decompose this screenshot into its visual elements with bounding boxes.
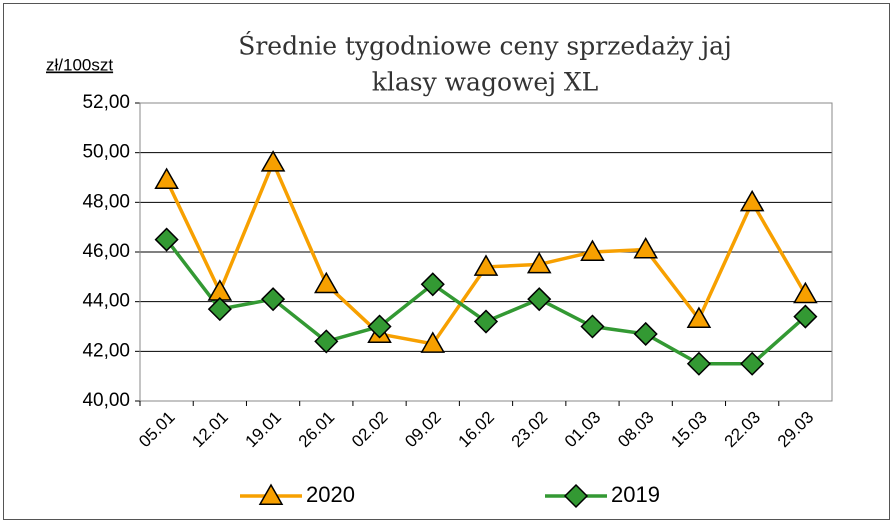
- y-axis-label: zł/100szt: [46, 55, 113, 74]
- marker: [260, 150, 286, 172]
- legend-label: 2019: [611, 482, 660, 507]
- y-tick-label: 44,00: [82, 291, 130, 312]
- marker: [154, 167, 179, 189]
- frame: [3, 3, 890, 520]
- marker: [420, 331, 446, 353]
- y-tick-label: 42,00: [82, 340, 130, 361]
- marker: [739, 189, 765, 212]
- marker: [580, 239, 605, 261]
- y-tick-label: 48,00: [82, 191, 130, 212]
- marker: [314, 271, 339, 294]
- plot-area: [139, 102, 833, 402]
- marker: [686, 351, 711, 376]
- marker: [633, 237, 658, 259]
- legend-marker: [563, 483, 589, 509]
- legend-marker: [258, 483, 284, 505]
- marker: [580, 314, 605, 339]
- marker: [740, 351, 765, 376]
- marker: [367, 314, 392, 339]
- chart-title: klasy wagowej XL: [372, 68, 599, 97]
- marker: [207, 297, 232, 322]
- marker: [686, 306, 712, 329]
- y-tick-label: 46,00: [82, 241, 130, 262]
- legend-label: 2020: [306, 482, 355, 507]
- marker: [261, 287, 286, 312]
- marker: [314, 329, 339, 354]
- marker: [527, 287, 552, 312]
- marker: [473, 309, 499, 334]
- y-tick-label: 52,00: [82, 92, 130, 113]
- marker: [420, 272, 445, 297]
- y-tick-label: 40,00: [82, 390, 130, 411]
- marker: [793, 281, 818, 304]
- marker: [793, 304, 818, 329]
- marker: [526, 251, 552, 274]
- marker: [633, 321, 658, 347]
- chart-title: Średnie tygodniowe ceny sprzedaży jaj: [238, 32, 732, 61]
- y-tick-label: 50,00: [82, 142, 130, 163]
- marker: [154, 227, 179, 252]
- marker: [473, 254, 499, 276]
